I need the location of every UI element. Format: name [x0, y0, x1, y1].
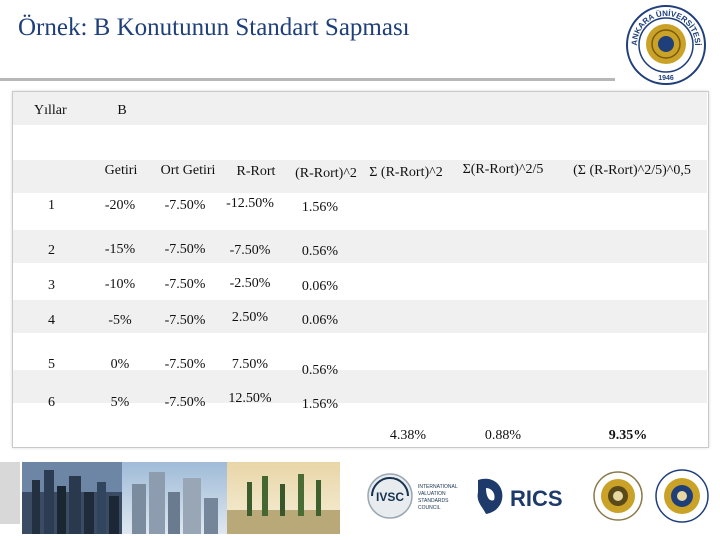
row3-r-rort-sq: 0.06%	[301, 279, 339, 294]
row6-ort-getiri: -7.50%	[164, 395, 206, 410]
row4-ort-getiri: -7.50%	[164, 313, 206, 328]
col-header-variance: Σ(R-Rort)^2/5	[462, 162, 544, 177]
row2-r-rort: -7.50%	[229, 243, 271, 258]
svg-text:STANDARDS: STANDARDS	[418, 498, 449, 504]
col-header-r-rort-sq: (R-Rort)^2	[295, 166, 357, 181]
row1-year: 1	[48, 198, 55, 213]
total-sum-sq: 4.38%	[389, 428, 427, 443]
table-band-subheader	[13, 160, 707, 193]
table-band-row6	[13, 370, 707, 403]
table-band-header	[13, 92, 707, 125]
col-header-r-rort: R-Rort	[236, 164, 276, 179]
svg-text:VALUATION: VALUATION	[418, 491, 446, 497]
header-years: Yıllar	[34, 103, 67, 118]
table-band-row2	[13, 230, 707, 263]
row4-r-rort: 2.50%	[231, 310, 269, 325]
university-seal-logo: ANKARA ÜNİVERSİTESİ 1946	[626, 5, 706, 85]
partner-logos-graphic: IVSC INTERNATIONAL VALUATION STANDARDS C…	[367, 469, 709, 523]
footer-decor-bar	[0, 462, 20, 524]
ivsc-logo-text: IVSC	[376, 490, 404, 504]
row1-getiri: -20%	[104, 198, 136, 213]
row3-ort-getiri: -7.50%	[164, 277, 206, 292]
page-title: Örnek: B Konutunun Standart Sapması	[18, 14, 410, 41]
row5-getiri: 0%	[110, 357, 130, 372]
col-header-ort-getiri: Ort Getiri	[160, 163, 216, 178]
row6-year: 6	[48, 395, 55, 410]
row5-r-rort: 7.50%	[231, 357, 269, 372]
row4-r-rort-sq: 0.06%	[301, 313, 339, 328]
row2-ort-getiri: -7.50%	[164, 242, 206, 257]
title-divider	[0, 78, 615, 81]
svg-text:COUNCIL: COUNCIL	[418, 505, 441, 511]
row5-year: 5	[48, 357, 55, 372]
city-skyline-photo	[22, 462, 340, 534]
row4-year: 4	[48, 313, 55, 328]
row2-year: 2	[48, 243, 55, 258]
header-asset-b: B	[117, 103, 127, 118]
total-std-dev: 9.35%	[608, 428, 648, 443]
row5-ort-getiri: -7.50%	[164, 357, 206, 372]
table-band-row4	[13, 300, 707, 333]
partner-logos: IVSC INTERNATIONAL VALUATION STANDARDS C…	[360, 462, 712, 534]
col-header-sum-sq: Σ (R-Rort)^2	[369, 165, 443, 180]
svg-text:1946: 1946	[658, 75, 674, 82]
col-header-std-dev: (Σ (R-Rort)^2/5)^0,5	[573, 163, 691, 178]
row5-r-rort-sq: 0.56%	[301, 363, 339, 378]
total-variance: 0.88%	[484, 428, 522, 443]
col-header-getiri: Getiri	[104, 163, 138, 178]
rics-logo-text: RICS	[510, 486, 563, 511]
row3-year: 3	[48, 278, 55, 293]
row6-r-rort: 12.50%	[228, 391, 272, 406]
row1-ort-getiri: -7.50%	[164, 198, 206, 213]
row6-r-rort-sq: 1.56%	[301, 397, 339, 412]
row1-r-rort: -12.50%	[226, 196, 274, 211]
row4-getiri: -5%	[108, 313, 132, 328]
row3-r-rort: -2.50%	[229, 276, 271, 291]
row2-getiri: -15%	[104, 242, 136, 257]
row6-getiri: 5%	[110, 395, 130, 410]
row3-getiri: -10%	[104, 277, 136, 292]
row1-r-rort-sq: 1.56%	[301, 200, 339, 215]
row2-r-rort-sq: 0.56%	[301, 244, 339, 259]
svg-text:INTERNATIONAL: INTERNATIONAL	[418, 484, 458, 490]
